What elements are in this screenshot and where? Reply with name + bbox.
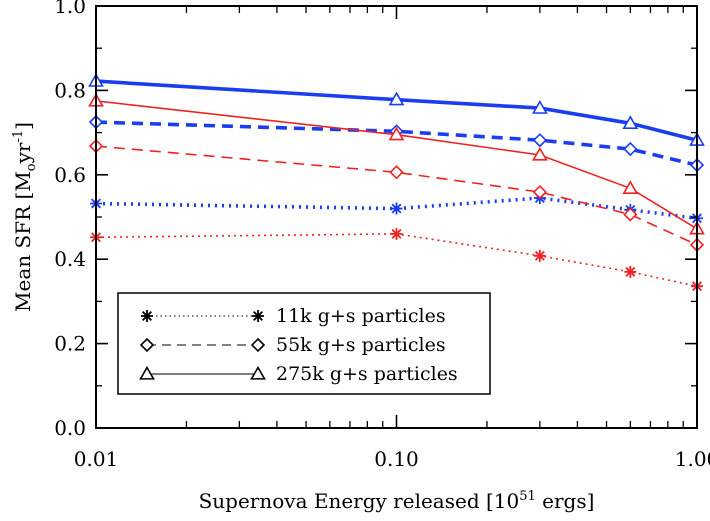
y-axis-title-sup: -1 bbox=[11, 130, 26, 143]
y-axis-title-end: ] bbox=[11, 122, 35, 130]
legend-marker-right-0-shape bbox=[252, 310, 264, 322]
legend-marker-right-1 bbox=[250, 337, 266, 353]
x-axis-title-main: Supernova Energy released [10 bbox=[199, 489, 520, 513]
legend-marker-left-1 bbox=[139, 337, 155, 353]
series-point-5-3-shape bbox=[622, 180, 639, 194]
x-tick-label-2: 1.00 bbox=[675, 447, 710, 471]
series-point-2-2 bbox=[531, 100, 548, 114]
x-axis-title-sup: 51 bbox=[519, 489, 536, 504]
y-tick-label-2: 0.4 bbox=[54, 247, 86, 271]
series-point-2-3 bbox=[622, 115, 639, 129]
series-point-2-3-shape bbox=[622, 115, 639, 129]
series-point-0-1 bbox=[390, 202, 403, 215]
series-point-3-2-shape bbox=[533, 249, 546, 262]
legend-marker-right-0 bbox=[252, 310, 264, 322]
legend: 11k g+s particles 55k g+s particles 275k g… bbox=[117, 292, 491, 395]
series-layer bbox=[88, 73, 705, 293]
series-point-2-1-shape bbox=[388, 91, 405, 106]
y-tick-label-3: 0.6 bbox=[54, 163, 86, 187]
y-axis-title-main: Mean SFR [M bbox=[11, 171, 35, 312]
series-point-5-3 bbox=[622, 180, 639, 194]
legend-label-1: 55k g+s particles bbox=[276, 334, 446, 356]
series-point-4-3-shape bbox=[623, 207, 638, 222]
legend-marker-left-2-shape bbox=[139, 365, 155, 380]
series-point-2-2-shape bbox=[531, 100, 548, 114]
series-point-1-2-shape bbox=[532, 133, 548, 148]
series-point-5-2 bbox=[531, 146, 548, 161]
series-point-1-3-shape bbox=[623, 141, 638, 157]
series-point-4-2-shape bbox=[532, 184, 548, 200]
legend-marker-right-2 bbox=[250, 365, 266, 380]
x-axis-title-end: ergs] bbox=[536, 489, 595, 513]
legend-marker-left-1-shape bbox=[139, 337, 155, 353]
axis-ticks: 0.0 0.2 0.4 0.6 0.8 1.0 0.01 0.10 1.00 bbox=[54, 0, 710, 471]
y-tick-label-5: 1.0 bbox=[54, 0, 86, 18]
series-point-3-1 bbox=[390, 227, 403, 240]
series-point-4-3 bbox=[623, 207, 638, 222]
y-tick-label-4: 0.8 bbox=[54, 78, 86, 102]
legend-label-2: 275k g+s particles bbox=[276, 363, 458, 385]
legend-label-0: 11k g+s particles bbox=[276, 305, 446, 327]
series-point-0-1-shape bbox=[390, 202, 403, 215]
series-point-5-1 bbox=[388, 126, 405, 141]
series-point-4-1 bbox=[389, 165, 404, 180]
y-tick-label-1: 0.2 bbox=[54, 332, 86, 356]
series-line-red-4 bbox=[95, 145, 698, 246]
legend-marker-left-0-shape bbox=[141, 310, 153, 322]
x-tick-label-1: 0.10 bbox=[374, 447, 419, 471]
series-point-4-1-shape bbox=[389, 165, 404, 180]
series-point-4-2 bbox=[532, 184, 548, 200]
series-point-1-3 bbox=[623, 141, 638, 157]
series-point-3-3 bbox=[624, 265, 637, 278]
y-axis-title-sub: o bbox=[24, 163, 39, 171]
legend-marker-right-1-shape bbox=[250, 337, 266, 353]
x-axis-title: Supernova Energy released [1051 ergs] bbox=[199, 489, 595, 513]
series-point-5-1-shape bbox=[388, 126, 405, 141]
legend-box bbox=[117, 292, 491, 395]
series-point-5-2-shape bbox=[531, 146, 548, 161]
y-axis-title-mid: yr bbox=[11, 142, 35, 164]
y-tick-label-0: 0.0 bbox=[54, 416, 86, 440]
y-axis-title: Mean SFR [Moyr-1] bbox=[11, 122, 39, 312]
series-point-2-1 bbox=[388, 91, 405, 106]
legend-marker-left-0 bbox=[141, 310, 153, 322]
series-point-3-2 bbox=[533, 249, 546, 262]
series-point-3-1-shape bbox=[390, 227, 403, 240]
legend-marker-right-2-shape bbox=[250, 365, 266, 380]
series-line-blue-1 bbox=[95, 120, 698, 167]
series-point-1-2 bbox=[532, 133, 548, 148]
legend-marker-left-2 bbox=[139, 365, 155, 380]
x-tick-label-0: 0.01 bbox=[74, 447, 119, 471]
series-point-3-3-shape bbox=[624, 265, 637, 278]
